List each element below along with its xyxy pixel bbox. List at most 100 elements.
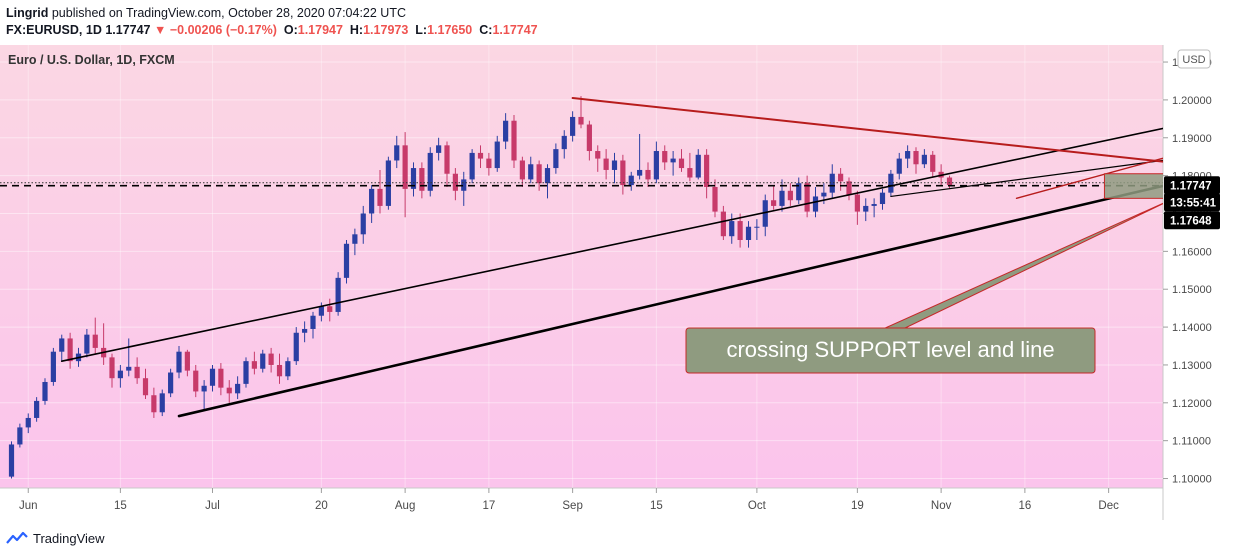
candle <box>42 378 48 405</box>
candle <box>17 423 23 448</box>
candle-body <box>343 243 350 278</box>
candle-body <box>134 366 140 379</box>
candle <box>896 152 902 180</box>
countdown-label-text: 13:55:41 <box>1170 198 1217 210</box>
candle <box>159 389 165 417</box>
candle-body <box>176 351 182 373</box>
countdown-label: 13:55:41 <box>1164 193 1220 212</box>
candle-body <box>871 204 877 206</box>
candle-body <box>704 154 710 187</box>
candle <box>126 338 132 377</box>
candle-body <box>729 221 735 237</box>
channel-trendline <box>177 184 1163 418</box>
candle <box>67 332 73 369</box>
last-price-label-text: 1.17747 <box>1170 181 1212 193</box>
candle <box>369 185 375 223</box>
candle <box>276 353 283 384</box>
currency-badge[interactable]: USD <box>1177 49 1211 69</box>
candle <box>863 198 869 222</box>
ohlc-close: C:1.17747 <box>479 23 538 37</box>
candle <box>251 351 257 375</box>
time-axis-panel[interactable] <box>0 488 1163 520</box>
candle <box>50 347 56 386</box>
candle <box>34 397 40 422</box>
resistance-trendline <box>571 97 1163 163</box>
candle-body <box>293 332 299 362</box>
candle <box>687 152 693 182</box>
candle-body <box>486 158 492 169</box>
candle <box>436 137 442 161</box>
candle-body <box>369 188 375 214</box>
candle <box>285 357 291 381</box>
candle-body <box>879 192 886 205</box>
candle-body <box>402 145 408 189</box>
candle-body <box>251 361 257 369</box>
candle-body <box>436 145 442 153</box>
time-tick-label: Jul <box>205 500 220 512</box>
candle-body <box>846 181 852 195</box>
candle-body <box>528 164 534 180</box>
candle <box>117 364 123 388</box>
candle <box>335 272 341 316</box>
chart-area[interactable]: crossing SUPPORT level and line 1.210001… <box>0 45 1234 520</box>
low-price-label: 1.17648 <box>1164 211 1220 230</box>
candle-body <box>578 116 584 125</box>
candle-body <box>142 378 149 396</box>
candle <box>427 147 433 197</box>
candle-body <box>302 328 308 333</box>
time-tick-label: 20 <box>315 500 328 512</box>
candle-body <box>327 306 333 312</box>
candle-body <box>771 200 777 206</box>
candle <box>385 156 391 210</box>
candle-body <box>285 361 291 377</box>
candle-body <box>151 395 157 413</box>
candle <box>595 145 601 172</box>
candle-body <box>863 205 869 212</box>
candle <box>302 321 308 343</box>
candle <box>620 154 626 195</box>
candle <box>193 364 199 398</box>
candle <box>268 347 274 373</box>
candle-body <box>779 190 785 206</box>
candle-body <box>745 226 752 240</box>
price-tick-label: 1.12000 <box>1172 398 1212 410</box>
time-tick-label: 17 <box>482 500 495 512</box>
candle <box>913 147 919 174</box>
author-name[interactable]: Lingrid <box>6 6 49 20</box>
candle <box>637 133 643 180</box>
candle-body <box>586 124 592 152</box>
price-tick-label: 1.19000 <box>1172 133 1212 145</box>
candle-body <box>184 351 190 371</box>
candle-body <box>645 169 651 180</box>
candle-body <box>620 160 626 186</box>
candle <box>754 219 760 240</box>
candle <box>209 364 216 392</box>
candle <box>846 177 852 201</box>
price-chart[interactable]: crossing SUPPORT level and line 1.210001… <box>0 45 1234 520</box>
candle <box>628 171 634 191</box>
price-axis-panel[interactable] <box>1163 45 1234 520</box>
candle <box>59 334 65 362</box>
candle-body <box>913 151 919 165</box>
candle <box>871 198 877 218</box>
candle-body <box>595 151 601 159</box>
candle-body <box>829 173 835 193</box>
series-legend[interactable]: Euro / U.S. Dollar, 1D, FXCM <box>8 53 175 67</box>
footer-brand[interactable]: TradingView <box>6 528 105 548</box>
resistance-trendline <box>1015 157 1163 200</box>
candle <box>184 349 190 377</box>
candle <box>653 141 659 184</box>
candle <box>553 143 559 174</box>
candle-body <box>193 370 199 392</box>
candle <box>561 130 567 159</box>
candle-body <box>410 168 417 189</box>
last-price-value: 1.17747 <box>105 23 151 37</box>
candle-body <box>930 154 936 172</box>
candle <box>678 149 685 172</box>
candle <box>293 327 299 365</box>
price-tick-label: 1.20000 <box>1172 95 1212 107</box>
symbol-interval: FX:EURUSD, 1D <box>6 23 102 37</box>
price-change: −0.00206 (−0.17%) <box>169 23 277 37</box>
candle <box>343 239 350 284</box>
time-tick-label: 15 <box>650 500 663 512</box>
